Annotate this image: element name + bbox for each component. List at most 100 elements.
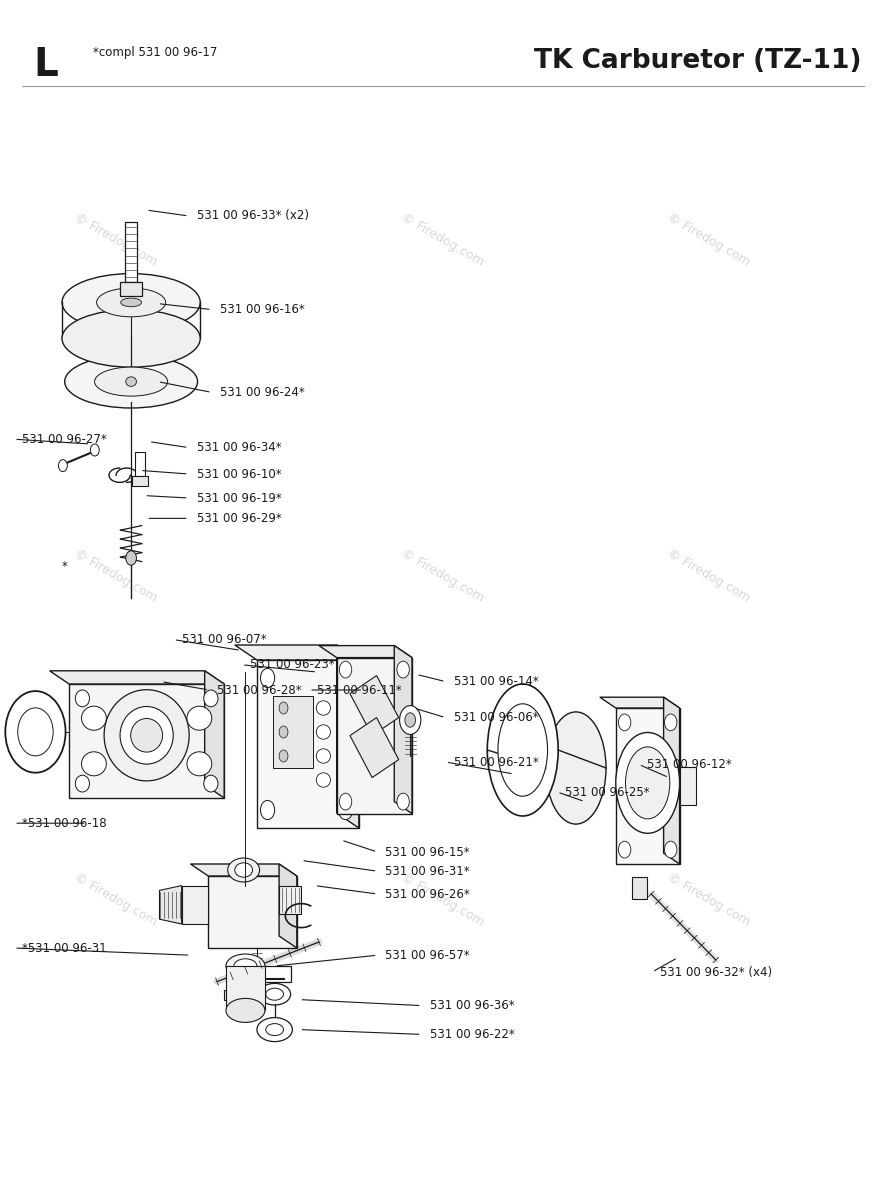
Text: © Firedog.com: © Firedog.com bbox=[72, 871, 159, 929]
Ellipse shape bbox=[245, 931, 268, 946]
Ellipse shape bbox=[397, 661, 409, 678]
Ellipse shape bbox=[120, 298, 142, 307]
Ellipse shape bbox=[338, 800, 353, 820]
Ellipse shape bbox=[5, 691, 66, 773]
Ellipse shape bbox=[126, 551, 136, 565]
Polygon shape bbox=[235, 646, 359, 660]
Polygon shape bbox=[125, 222, 137, 282]
Text: © Firedog.com: © Firedog.com bbox=[400, 547, 486, 605]
Ellipse shape bbox=[316, 701, 330, 715]
Ellipse shape bbox=[204, 775, 218, 792]
Text: 531 00 96-34*: 531 00 96-34* bbox=[197, 442, 282, 454]
Ellipse shape bbox=[487, 684, 558, 816]
Ellipse shape bbox=[90, 444, 99, 456]
Polygon shape bbox=[224, 990, 245, 1000]
Ellipse shape bbox=[95, 367, 167, 396]
Text: 531 00 96-33* (x2): 531 00 96-33* (x2) bbox=[197, 210, 308, 222]
Text: 531 00 96-24*: 531 00 96-24* bbox=[220, 386, 305, 398]
Polygon shape bbox=[394, 646, 412, 814]
Ellipse shape bbox=[187, 751, 212, 775]
Text: *531 00 96-31: *531 00 96-31 bbox=[22, 942, 107, 954]
Text: 531 00 96-15*: 531 00 96-15* bbox=[385, 846, 470, 858]
Ellipse shape bbox=[82, 706, 106, 730]
Text: *: * bbox=[62, 560, 68, 572]
Ellipse shape bbox=[257, 1018, 292, 1042]
Text: 531 00 96-22*: 531 00 96-22* bbox=[430, 1028, 515, 1040]
Polygon shape bbox=[664, 697, 680, 864]
Polygon shape bbox=[205, 671, 224, 798]
Text: 531 00 96-07*: 531 00 96-07* bbox=[182, 634, 267, 646]
Ellipse shape bbox=[279, 726, 288, 738]
Polygon shape bbox=[259, 966, 291, 982]
Text: 531 00 96-57*: 531 00 96-57* bbox=[385, 949, 470, 961]
Text: 531 00 96-29*: 531 00 96-29* bbox=[197, 512, 282, 524]
Ellipse shape bbox=[235, 863, 253, 877]
Ellipse shape bbox=[58, 460, 67, 472]
Ellipse shape bbox=[104, 690, 189, 781]
Polygon shape bbox=[182, 886, 208, 924]
Polygon shape bbox=[616, 708, 680, 864]
Ellipse shape bbox=[226, 998, 265, 1022]
Polygon shape bbox=[680, 767, 696, 805]
Ellipse shape bbox=[400, 706, 421, 734]
Text: 531 00 96-14*: 531 00 96-14* bbox=[454, 676, 539, 688]
Ellipse shape bbox=[234, 959, 257, 973]
Ellipse shape bbox=[97, 288, 166, 317]
Ellipse shape bbox=[62, 310, 200, 367]
Polygon shape bbox=[279, 886, 301, 914]
Ellipse shape bbox=[130, 719, 162, 752]
Ellipse shape bbox=[397, 793, 409, 810]
Polygon shape bbox=[228, 966, 242, 990]
Ellipse shape bbox=[279, 750, 288, 762]
Polygon shape bbox=[208, 876, 297, 948]
Text: L: L bbox=[34, 46, 58, 84]
Ellipse shape bbox=[75, 775, 89, 792]
Ellipse shape bbox=[279, 702, 288, 714]
Text: © Firedog.com: © Firedog.com bbox=[72, 547, 159, 605]
Ellipse shape bbox=[618, 714, 631, 731]
Text: 531 00 96-16*: 531 00 96-16* bbox=[220, 304, 305, 316]
Text: 531 00 96-12*: 531 00 96-12* bbox=[647, 758, 732, 770]
Polygon shape bbox=[248, 917, 266, 931]
Polygon shape bbox=[279, 864, 297, 948]
Ellipse shape bbox=[339, 661, 352, 678]
Text: 531 00 96-26*: 531 00 96-26* bbox=[385, 888, 470, 900]
Text: 531 00 96-32* (x4): 531 00 96-32* (x4) bbox=[660, 966, 773, 978]
Text: 531 00 96-27*: 531 00 96-27* bbox=[22, 433, 107, 445]
Text: © Firedog.com: © Firedog.com bbox=[665, 547, 752, 605]
Text: © Firedog.com: © Firedog.com bbox=[665, 211, 752, 269]
Ellipse shape bbox=[120, 707, 173, 764]
Polygon shape bbox=[226, 966, 265, 1010]
Ellipse shape bbox=[626, 746, 670, 818]
Text: 531 00 96-11*: 531 00 96-11* bbox=[317, 684, 402, 696]
Ellipse shape bbox=[226, 954, 265, 978]
Ellipse shape bbox=[62, 274, 200, 331]
Polygon shape bbox=[350, 676, 399, 736]
Ellipse shape bbox=[339, 793, 352, 810]
Ellipse shape bbox=[75, 690, 89, 707]
Polygon shape bbox=[600, 697, 680, 708]
Polygon shape bbox=[350, 718, 399, 778]
Text: © Firedog.com: © Firedog.com bbox=[665, 871, 752, 929]
Text: 531 00 96-25*: 531 00 96-25* bbox=[565, 786, 650, 798]
Text: 531 00 96-36*: 531 00 96-36* bbox=[430, 1000, 515, 1012]
Ellipse shape bbox=[260, 668, 275, 688]
Text: 531 00 96-06*: 531 00 96-06* bbox=[454, 712, 539, 724]
Ellipse shape bbox=[618, 841, 631, 858]
Text: 531 00 96-31*: 531 00 96-31* bbox=[385, 865, 470, 877]
Ellipse shape bbox=[82, 751, 106, 775]
Ellipse shape bbox=[204, 690, 218, 707]
Ellipse shape bbox=[259, 983, 291, 1004]
Ellipse shape bbox=[18, 708, 53, 756]
Text: 531 00 96-10*: 531 00 96-10* bbox=[197, 468, 282, 480]
Bar bbox=[273, 696, 313, 768]
Polygon shape bbox=[319, 646, 412, 658]
Ellipse shape bbox=[266, 1024, 284, 1036]
Ellipse shape bbox=[316, 773, 330, 787]
Polygon shape bbox=[50, 671, 224, 684]
Text: *531 00 96-18: *531 00 96-18 bbox=[22, 817, 107, 829]
Text: 531 00 96-28*: 531 00 96-28* bbox=[217, 684, 302, 696]
Text: TK Carburetor (TZ-11): TK Carburetor (TZ-11) bbox=[533, 48, 861, 74]
Text: 531 00 96-23*: 531 00 96-23* bbox=[250, 659, 335, 671]
Polygon shape bbox=[69, 684, 224, 798]
